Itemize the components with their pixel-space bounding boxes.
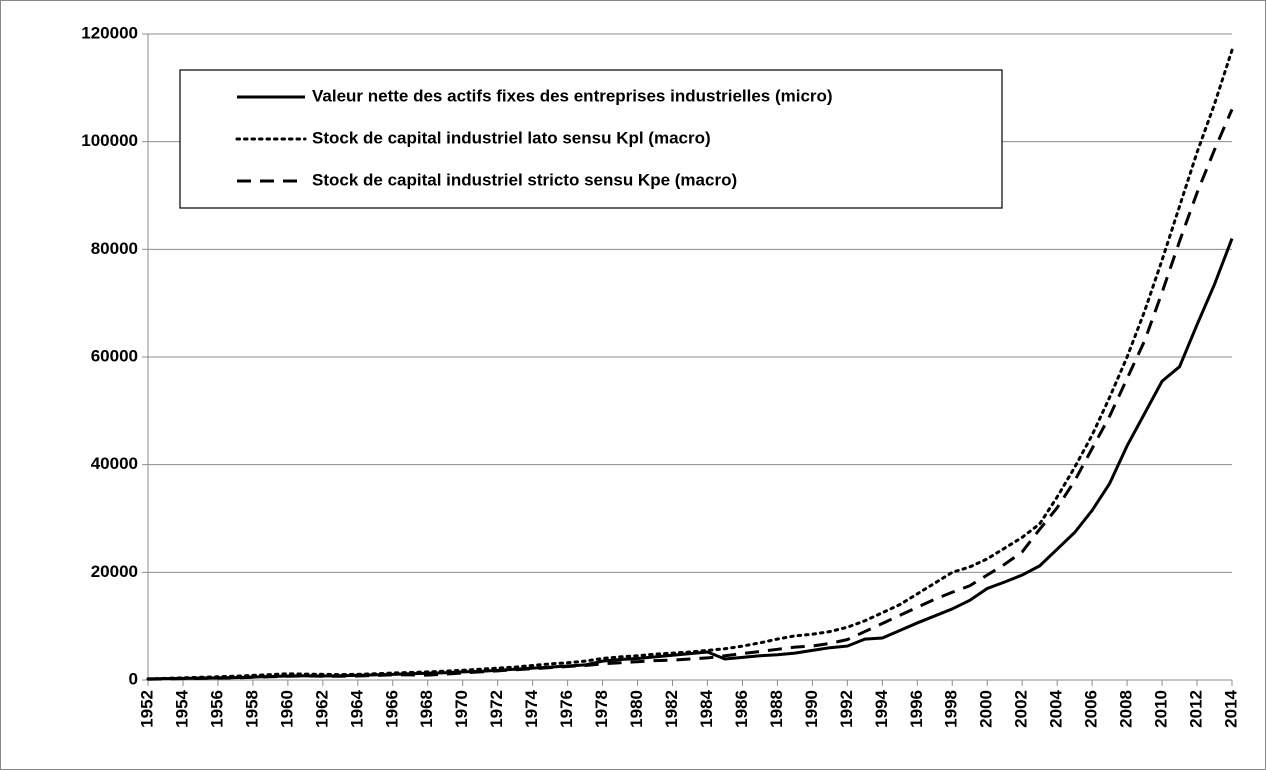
y-tick-label: 40000 — [91, 454, 138, 473]
x-tick-label: 1970 — [452, 690, 471, 728]
x-tick-label: 2012 — [1187, 690, 1206, 728]
series-line — [146, 48, 1234, 681]
x-tick-label: 1990 — [802, 690, 821, 728]
x-tick-label: 2014 — [1221, 689, 1240, 727]
x-tick-label: 1982 — [662, 690, 681, 728]
x-tick-label: 1986 — [732, 690, 751, 728]
x-tick-label: 1962 — [312, 690, 331, 728]
y-tick-label: 60000 — [91, 346, 138, 365]
y-tick-label: 80000 — [91, 239, 138, 258]
x-tick-label: 1976 — [557, 690, 576, 728]
legend-label: Valeur nette des actifs fixes des entrep… — [312, 86, 833, 105]
x-tick-label: 2000 — [977, 690, 996, 728]
legend-label: Stock de capital industriel lato sensu K… — [312, 128, 711, 147]
x-tick-label: 1984 — [697, 689, 716, 727]
x-tick-label: 1972 — [487, 690, 506, 728]
legend-box — [179, 69, 1003, 209]
x-tick-label: 1996 — [907, 690, 926, 728]
y-tick-label: 20000 — [91, 562, 138, 581]
y-tick-label: 0 — [129, 669, 138, 688]
x-tick-label: 1964 — [347, 689, 366, 727]
x-tick-label: 1958 — [242, 690, 261, 728]
y-tick-label: 120000 — [81, 23, 138, 42]
x-tick-label: 1956 — [207, 690, 226, 728]
x-tick-label: 1966 — [382, 690, 401, 728]
x-tick-label: 1954 — [172, 689, 191, 727]
x-tick-label: 1952 — [137, 690, 156, 728]
x-tick-label: 1980 — [627, 690, 646, 728]
x-tick-label: 2002 — [1012, 690, 1031, 728]
x-tick-label: 1960 — [277, 690, 296, 728]
series-line — [147, 108, 1234, 681]
x-tick-label: 1992 — [837, 690, 856, 728]
x-tick-label: 1968 — [417, 690, 436, 728]
x-tick-label: 2006 — [1082, 690, 1101, 728]
x-tick-label: 1978 — [592, 690, 611, 728]
legend-label: Stock de capital industriel stricto sens… — [312, 170, 737, 189]
x-tick-label: 2010 — [1152, 690, 1171, 728]
x-tick-label: 1974 — [522, 689, 541, 727]
x-tick-label: 1998 — [942, 690, 961, 728]
x-tick-label: 1988 — [767, 690, 786, 728]
x-tick-label: 2008 — [1117, 690, 1136, 728]
x-tick-label: 2004 — [1047, 689, 1066, 727]
x-tick-label: 1994 — [872, 689, 891, 727]
y-tick-label: 100000 — [81, 131, 138, 150]
